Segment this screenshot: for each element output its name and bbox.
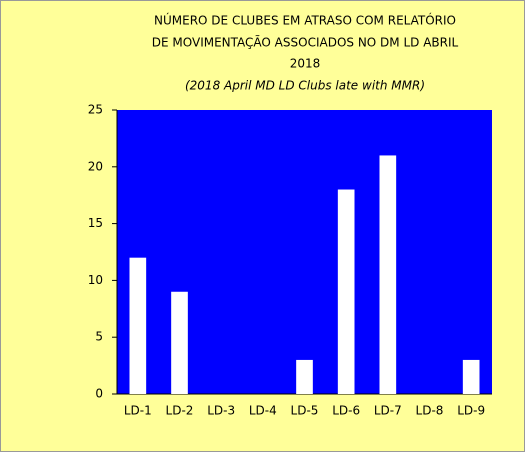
x-tick-label: LD-6: [332, 404, 360, 418]
bar: [129, 257, 147, 394]
y-tick-label: 5: [95, 330, 103, 344]
y-tick-label: 10: [88, 273, 103, 287]
x-tick-label: LD-7: [374, 404, 402, 418]
x-tick-label: LD-9: [457, 404, 485, 418]
chart-subtitle: (2018 April MD LD Clubs late with MMR): [185, 79, 425, 93]
chart-title: 2018: [290, 57, 321, 71]
x-tick-label: LD-3: [207, 404, 235, 418]
bar: [379, 155, 397, 394]
x-tick-label: LD-1: [124, 404, 152, 418]
x-tick-label: LD-4: [249, 404, 277, 418]
bar: [462, 359, 480, 394]
x-tick-label: LD-2: [166, 404, 194, 418]
chart-title: NÚMERO DE CLUBES EM ATRASO COM RELATÓRIO: [154, 13, 456, 28]
y-tick-label: 0: [95, 387, 103, 401]
chart-title: DE MOVIMENTAÇÃO ASSOCIADOS NO DM LD ABRI…: [152, 35, 459, 50]
bar: [171, 291, 188, 394]
x-tick-label: LD-8: [416, 404, 444, 418]
y-tick-label: 15: [88, 216, 103, 230]
bar: [337, 189, 355, 394]
y-tick-label: 25: [88, 103, 103, 117]
bar: [296, 359, 313, 394]
x-tick-label: LD-5: [291, 404, 319, 418]
y-tick-label: 20: [88, 159, 103, 173]
